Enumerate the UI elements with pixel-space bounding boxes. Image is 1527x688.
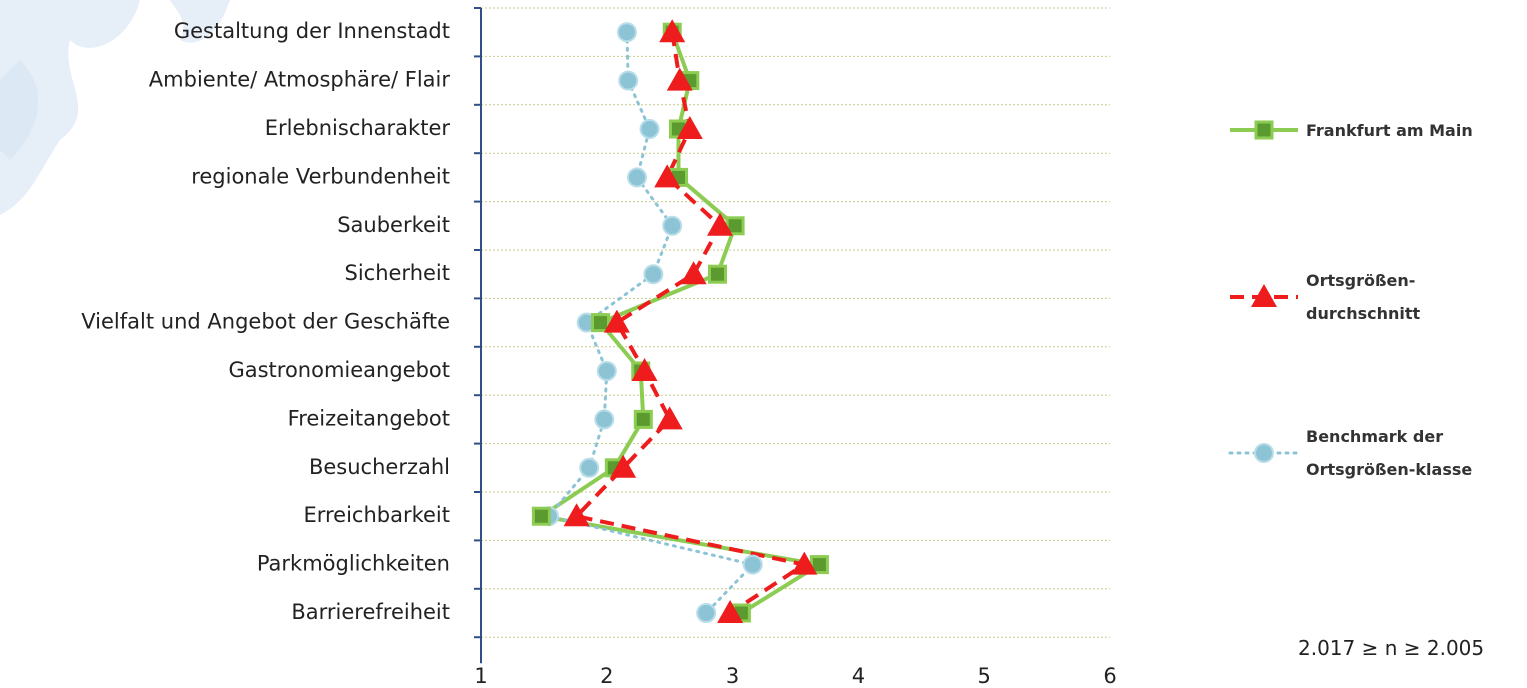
- legend-swatch: [1230, 284, 1298, 307]
- data-point: [666, 67, 693, 91]
- legend-label: Benchmark der Ortsgrößen-klasse: [1306, 427, 1473, 479]
- category-label: Ambiente/ Atmosphäre/ Flair: [149, 68, 451, 92]
- legend-swatch: [1228, 443, 1300, 463]
- data-point: [639, 119, 660, 139]
- data-point: [616, 22, 637, 43]
- legend-marker: [1254, 120, 1274, 140]
- data-point: [659, 19, 686, 43]
- data-point: [676, 116, 703, 139]
- data-point: [680, 261, 707, 285]
- background-ornament: [0, 0, 230, 215]
- category-label: Gestaltung der Innenstadt: [174, 19, 450, 43]
- data-point: [591, 313, 611, 333]
- data-point: [531, 506, 551, 526]
- category-label: Erreichbarkeit: [303, 503, 450, 527]
- category-label: Besucherzahl: [309, 455, 450, 479]
- category-label: Gastronomieangebot: [228, 358, 450, 382]
- data-point: [654, 164, 681, 188]
- x-tick-label: 3: [726, 664, 739, 688]
- data-point: [610, 454, 637, 478]
- data-point: [708, 264, 728, 284]
- data-point: [596, 361, 617, 381]
- sample-size-note: 2.017 ≥ n ≥ 2.005: [1298, 636, 1485, 660]
- data-point: [618, 70, 639, 91]
- legend-item: Frankfurt am Main: [1228, 112, 1486, 148]
- legend-swatch: [1230, 120, 1298, 140]
- category-label: Erlebnischarakter: [265, 116, 451, 140]
- data-point: [742, 554, 763, 575]
- data-point: [696, 603, 717, 623]
- x-tick-label: 2: [600, 664, 613, 688]
- data-point: [594, 409, 615, 430]
- data-point: [643, 264, 664, 285]
- data-point: [626, 167, 647, 188]
- data-point: [603, 309, 630, 333]
- category-label: Freizeitangebot: [288, 406, 450, 430]
- x-tick-label: 6: [1103, 664, 1116, 688]
- data-point: [656, 406, 683, 430]
- data-point: [631, 358, 658, 381]
- data-point: [662, 215, 683, 236]
- data-point: [707, 212, 734, 236]
- x-tick-label: 1: [474, 664, 487, 688]
- legend: Frankfurt am Main Ortsgrößen-durchschnitt…: [1228, 0, 1518, 600]
- data-point: [633, 409, 653, 429]
- legend-label: Ortsgrößen-durchschnitt: [1306, 271, 1421, 323]
- category-label: Vielfalt und Angebot der Geschäfte: [81, 310, 450, 334]
- category-label: Sicherheit: [344, 261, 450, 285]
- data-point: [579, 457, 600, 478]
- legend-marker: [1254, 443, 1274, 463]
- category-label: Barrierefreiheit: [291, 600, 450, 624]
- data-point: [563, 503, 590, 527]
- legend-item: Ortsgrößen-durchschnitt: [1228, 264, 1486, 330]
- x-tick-label: 4: [852, 664, 865, 688]
- data-point: [791, 551, 818, 575]
- data-point: [717, 600, 744, 623]
- legend-item: Benchmark der Ortsgrößen-klasse: [1228, 420, 1486, 486]
- legend-label: Frankfurt am Main: [1306, 120, 1473, 140]
- category-label: Parkmöglichkeiten: [257, 552, 450, 576]
- category-label: Sauberkeit: [337, 213, 450, 237]
- x-tick-label: 5: [978, 664, 991, 688]
- legend-marker: [1251, 284, 1277, 307]
- category-label: regionale Verbundenheit: [191, 164, 450, 188]
